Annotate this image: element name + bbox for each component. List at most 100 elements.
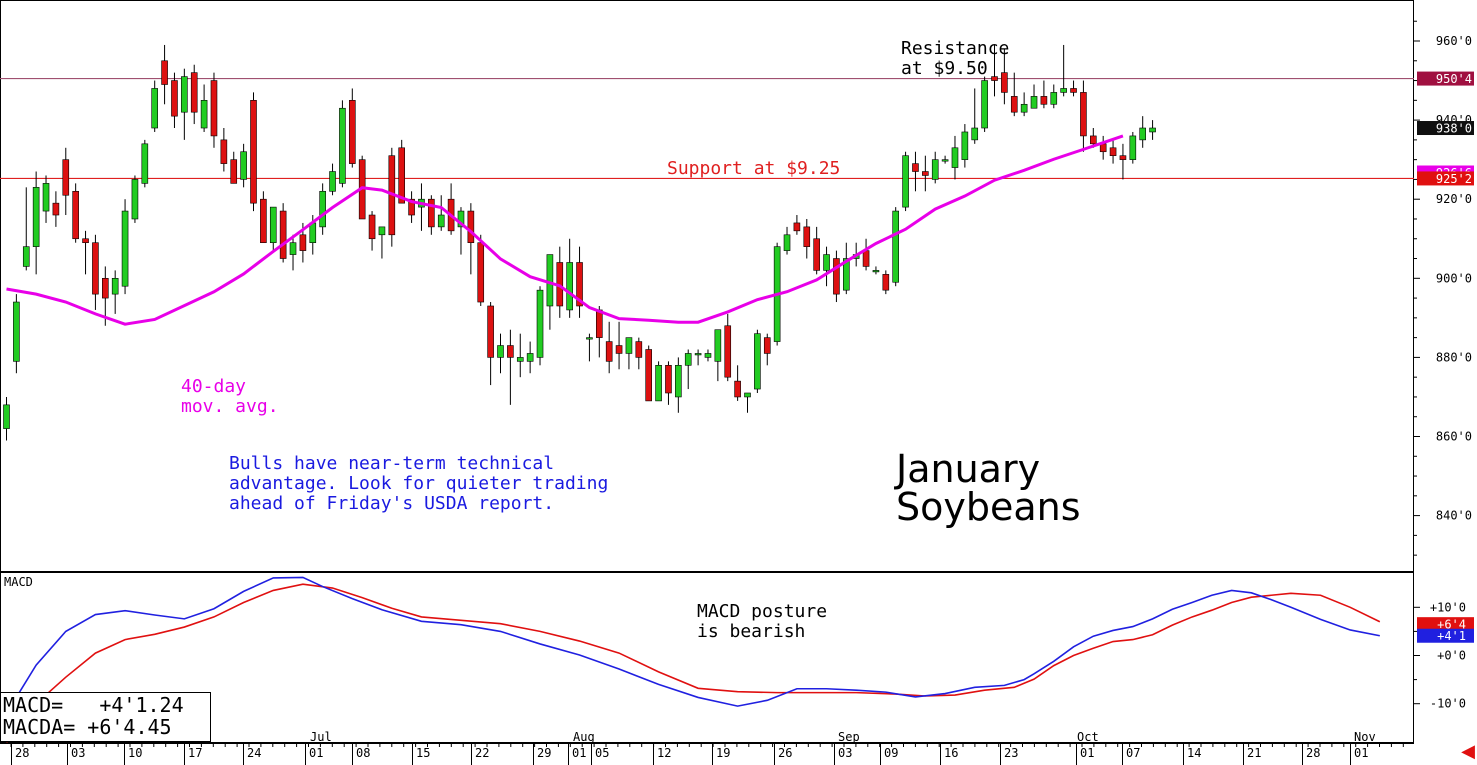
price-tag [1417,121,1474,136]
x-tick-label: 05 [595,746,609,760]
candle-up [457,210,465,228]
candle-up [625,337,633,354]
candle-down [803,226,811,247]
candle-up [289,242,297,255]
candle-up [694,353,702,356]
x-tick-label: 12 [657,746,671,760]
candle-down [793,222,801,232]
candle-down [605,341,613,362]
candle-up [941,159,949,162]
candle-down [1040,96,1048,105]
macd-readout-value: +4'1.24 [99,693,184,717]
candle-down [467,210,475,244]
x-tick-label: 01 [1354,746,1368,760]
candle-down [368,214,376,240]
x-tick-label: 17 [188,746,202,760]
chart-title: Soybeans [896,485,1081,529]
candle-up [566,262,573,311]
chart-title: January [894,447,1040,491]
y-tick-label: 920'0 [1436,192,1472,206]
candle-up [309,222,317,244]
candle-down [260,198,267,244]
candle-up [902,155,909,208]
commentary-text: ahead of Friday's USDA report. [229,493,554,514]
x-tick-label: 03 [838,746,852,760]
candle-up [1030,96,1038,109]
x-month-label: Oct [1077,730,1099,744]
candle-down [250,100,257,204]
candle-up [269,206,277,244]
candle-down [279,210,287,259]
candle-up [516,357,524,362]
candle-up [378,226,386,236]
macd-tag [1417,617,1474,632]
x-tick-label: 21 [1247,746,1261,760]
macd-y-tick-label: +10'0 [1430,600,1466,614]
candle-up [655,365,662,402]
candle-up [536,289,544,358]
candle-down [428,198,435,228]
candle-up [1050,92,1058,105]
macd-annotation: MACD posture [697,601,827,622]
candle-down [62,159,70,196]
x-tick-label: 07 [1126,746,1140,760]
candle-down [161,60,168,85]
candle-up [754,333,761,390]
candle-down [507,345,514,358]
macd-readout: MACD= +4'1.24 MACDA= +6'4.45 [0,692,211,742]
candle-down [92,242,99,295]
candle-up [131,179,139,220]
price-tag [1417,71,1474,86]
candle-up [151,88,158,129]
price-tag-label: 950'4 [1436,72,1472,86]
candle-down [52,202,60,216]
candle-up [971,127,979,141]
y-tick-label: 860'0 [1436,430,1472,444]
price-tag-label: 925'2 [1436,172,1472,186]
candle-down [1109,147,1117,156]
candle-down [882,274,890,291]
x-tick-label: 23 [1004,746,1018,760]
candle-up [1149,127,1156,133]
x-month-label: Jul [310,730,332,744]
candle-down [665,365,672,394]
commentary-text: advantage. Look for quieter trading [229,473,608,494]
x-month-label: Aug [573,730,595,744]
candle-up [1129,135,1137,160]
candle-down [1080,92,1087,137]
candle-up [319,190,326,228]
x-tick-label: 15 [416,746,430,760]
candle-down [1090,135,1097,145]
x-tick-label: 08 [356,746,370,760]
candle-down [1010,96,1018,113]
plot-frame [0,0,1414,743]
candle-down [833,258,840,295]
x-tick-label: 10 [128,746,142,760]
candle-down [171,80,178,117]
candle-down [477,242,485,303]
candle-down [734,380,741,398]
x-tick-label: 01 [1080,746,1094,760]
macd-y-tick-label: +0'0 [1437,649,1466,663]
candle-down [398,147,406,204]
price-tag-label: 938'0 [1436,122,1472,136]
candle-up [842,258,850,291]
support-label: Support at $9.25 [667,158,840,179]
candle-up [1139,127,1146,141]
candle-down [72,190,79,240]
candle-up [329,171,336,192]
candle-down [348,100,356,164]
candle-down [862,250,870,267]
ma-label: mov. avg. [181,396,279,417]
candle-up [892,210,900,283]
resistance-label: Resistance [901,38,1009,59]
candle-down [1070,88,1077,93]
x-tick-label: 03 [71,746,85,760]
x-tick-label: 29 [537,746,551,760]
scroll-left-arrow-icon[interactable]: ◀ [1461,741,1475,762]
candle-up [684,353,692,366]
macd-readout-label: MACD= [3,693,64,717]
price-tag [1417,171,1474,186]
macd-y-tick-label: -10'0 [1430,697,1466,711]
